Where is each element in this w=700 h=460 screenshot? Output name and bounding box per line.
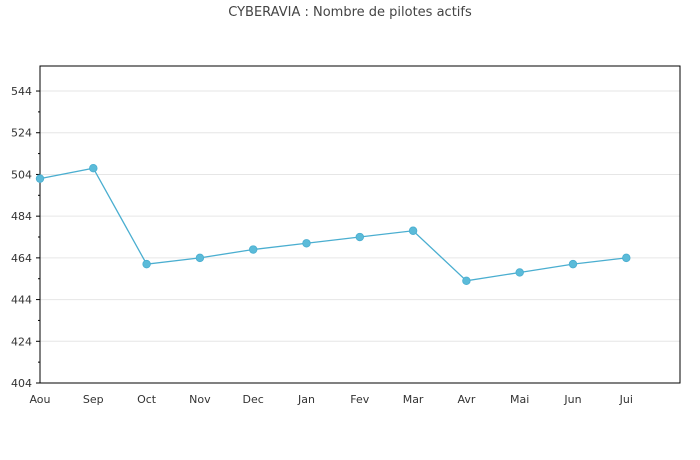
data-point [408,226,418,235]
x-axis: Aou Sep Oct Nov Dec Jan Fev Mar Avr Mai Jun Jui [29,393,632,406]
data-point [89,163,98,173]
data-point [142,259,151,269]
chart-title: CYBERAVIA : Nombre de pilotes actifs [228,5,472,20]
y-tick-label: 424 [11,335,32,348]
data-point [195,253,205,263]
x-tick-label: Fev [350,393,369,406]
grid-lines [40,90,680,342]
y-axis: 404 424 444 464 484 504 524 544 [11,85,40,390]
y-tick-label: 524 [11,127,32,140]
x-tick-label: Nov [189,393,211,406]
y-tick-label: 464 [11,252,32,265]
x-tick-label: Sep [83,393,104,406]
x-tick-label: Jui [619,393,633,406]
series-line [39,167,627,282]
data-point [302,239,311,248]
x-tick-label: Mar [403,393,424,406]
x-tick-label: Jun [563,393,581,406]
x-tick-label: Dec [243,393,264,406]
y-tick-label: 484 [11,210,32,223]
x-tick-label: Oct [137,393,157,406]
x-tick-label: Avr [457,393,475,406]
y-tick-label: 544 [11,85,32,98]
x-tick-label: Aou [29,393,50,406]
data-point [35,174,45,183]
data-point [355,232,364,242]
data-point [622,253,631,263]
y-tick-label: 404 [11,377,32,390]
data-point [248,245,258,254]
data-point [515,268,524,277]
plot-area [39,65,681,384]
y-tick-label: 444 [11,294,32,307]
data-point [568,259,578,269]
x-tick-label: Mai [510,393,529,406]
series [35,163,631,286]
x-tick-label: Jan [297,393,315,406]
data-point [462,276,471,286]
y-tick-label: 504 [11,168,32,181]
